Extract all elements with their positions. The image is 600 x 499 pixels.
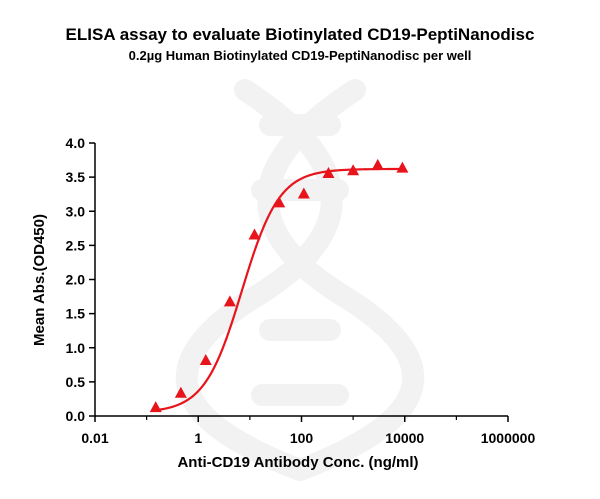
dna-watermark-icon — [175, 79, 425, 481]
y-tick-label: 3.5 — [66, 169, 86, 185]
y-axis-label: Mean Abs.(OD450) — [31, 214, 48, 346]
data-point — [347, 164, 360, 176]
y-tick-label: 1.5 — [66, 306, 86, 322]
x-tick-label: 10000 — [385, 430, 424, 446]
y-tick-label: 0.5 — [66, 374, 86, 390]
y-tick-label: 2.0 — [66, 272, 86, 288]
data-point — [371, 158, 384, 170]
data-point — [273, 196, 286, 208]
chart-title: ELISA assay to evaluate Biotinylated CD1… — [66, 25, 535, 44]
x-tick-label: 0.01 — [81, 430, 108, 446]
x-tick-label: 100 — [290, 430, 314, 446]
data-point — [297, 187, 310, 199]
x-axis-label: Anti-CD19 Antibody Conc. (ng/ml) — [177, 454, 418, 471]
y-tick-label: 0.0 — [66, 408, 86, 424]
y-tick-label: 3.0 — [66, 203, 86, 219]
data-point — [174, 386, 187, 398]
x-tick-label: 1 — [194, 430, 202, 446]
x-tick-label: 1000000 — [481, 430, 536, 446]
data-point — [199, 354, 212, 366]
data-point — [149, 401, 162, 413]
plot-area: 0.0 0.5 1.0 1.5 2.0 2.5 3.0 3.5 4.0 0.01 1 100 10000… — [66, 135, 536, 446]
y-tick-label: 4.0 — [66, 135, 86, 151]
data-point — [248, 228, 261, 240]
chart-subtitle: 0.2µg Human Biotinylated CD19-PeptiNanod… — [129, 48, 472, 63]
y-tick-label: 2.5 — [66, 237, 86, 253]
data-point — [396, 161, 409, 173]
data-point — [223, 295, 236, 307]
y-tick-label: 1.0 — [66, 340, 86, 356]
data-point — [322, 167, 335, 179]
